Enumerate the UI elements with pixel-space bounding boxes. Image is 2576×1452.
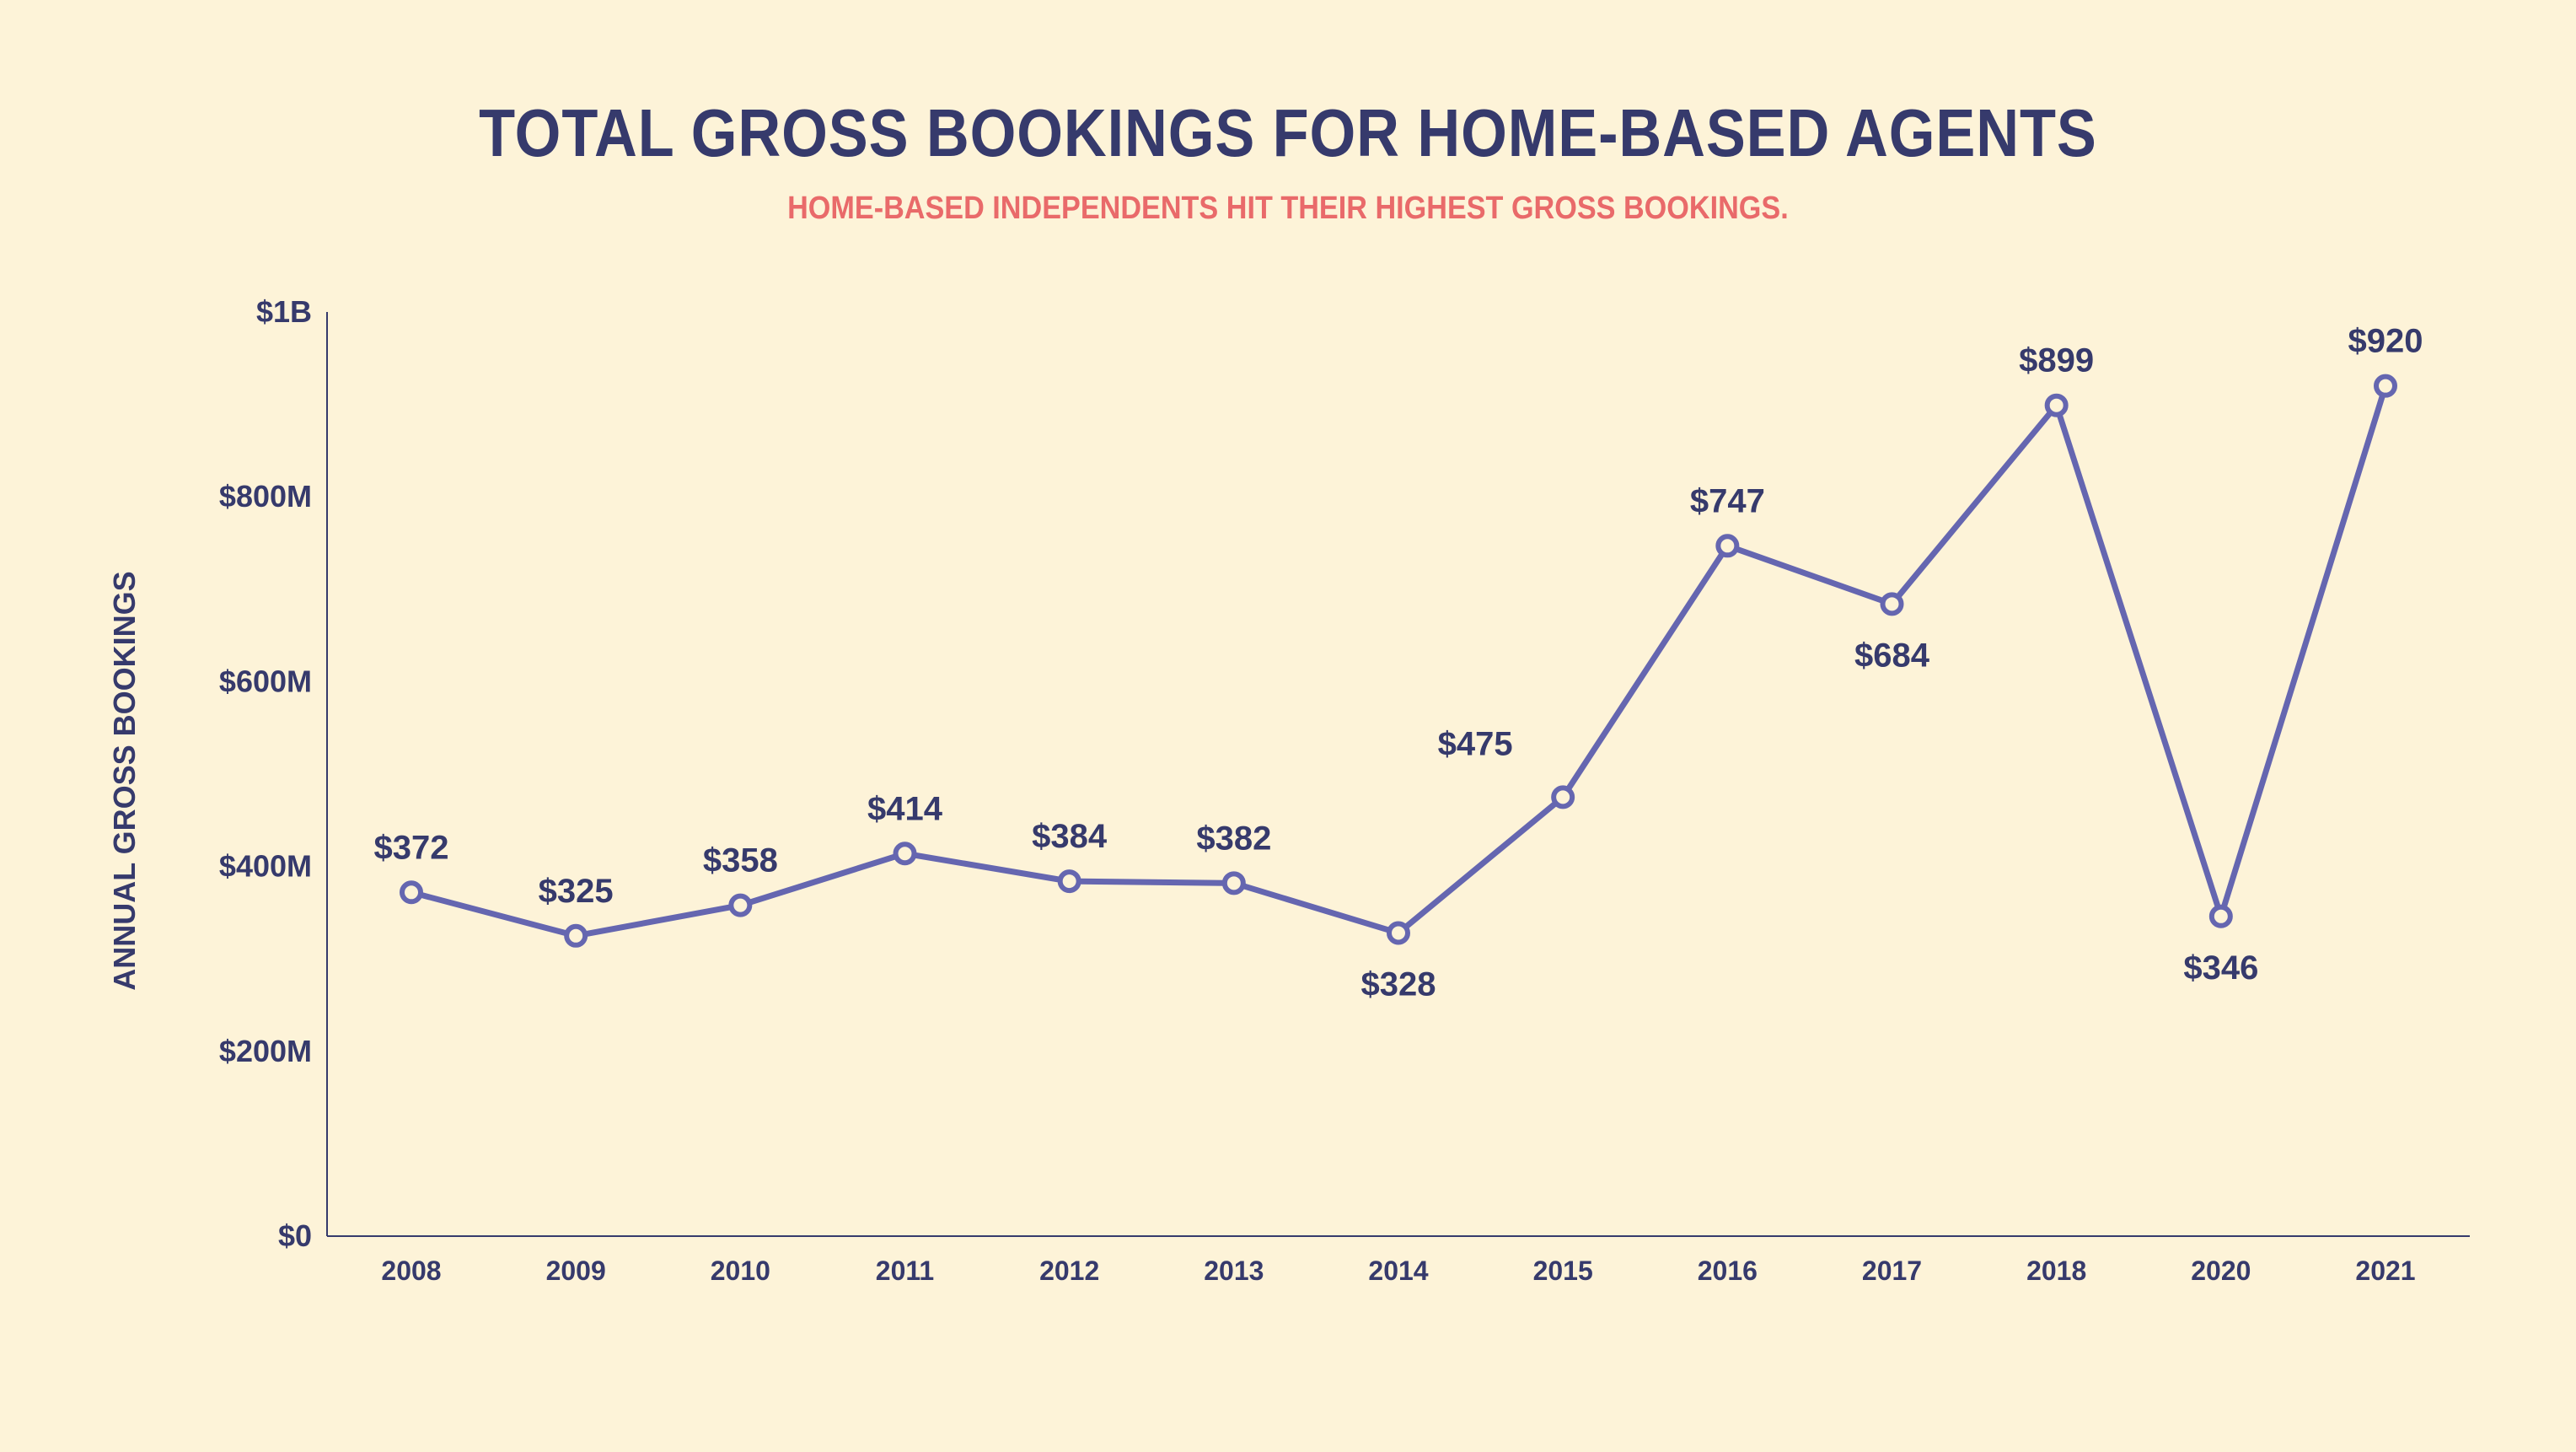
y-tick-label: $600M: [219, 664, 312, 698]
x-tick-label: 2016: [1698, 1256, 1758, 1286]
data-label: $384: [1032, 818, 1108, 855]
data-point: [1057, 869, 1081, 894]
x-tick-label: 2010: [711, 1256, 770, 1286]
y-tick-label: $800M: [219, 479, 312, 514]
data-point: [1715, 534, 1740, 558]
data-label: $382: [1196, 820, 1271, 857]
y-tick-label: $0: [278, 1218, 312, 1253]
data-label: $747: [1690, 482, 1765, 519]
data-label: $325: [539, 873, 614, 910]
x-tick-label: 2009: [546, 1256, 606, 1286]
x-tick-label: 2018: [2026, 1256, 2086, 1286]
data-label: $684: [1854, 637, 1930, 674]
data-point: [893, 842, 917, 866]
y-axis-ticks: $0 $200M $400M $600M $800M $1B: [219, 294, 312, 1253]
data-point: [400, 880, 423, 905]
chart-title: TOTAL GROSS BOOKINGS FOR HOME-BASED AGEN…: [479, 95, 2097, 170]
data-label: $372: [374, 829, 449, 866]
chart-subtitle: HOME-BASED INDEPENDENTS HIT THEIR HIGHES…: [787, 191, 1789, 226]
y-tick-label: $400M: [219, 849, 312, 884]
x-tick-label: 2015: [1533, 1256, 1593, 1286]
x-tick-label: 2014: [1368, 1256, 1428, 1286]
data-label: $920: [2348, 323, 2423, 360]
data-label: $414: [867, 790, 943, 827]
x-tick-label: 2017: [1862, 1256, 1922, 1286]
x-tick-label: 2012: [1039, 1256, 1099, 1286]
y-axis-label: ANNUAL GROSS BOOKINGS: [107, 571, 142, 990]
data-label: $899: [2019, 342, 2094, 379]
data-point: [1387, 921, 1410, 945]
data-point: [2208, 904, 2233, 928]
data-point: [1880, 592, 1904, 616]
x-tick-label: 2020: [2191, 1256, 2251, 1286]
data-label: $358: [703, 842, 778, 879]
data-point: [564, 923, 588, 948]
data-point: [2044, 393, 2069, 417]
data-point: [1221, 871, 1246, 895]
x-axis-ticks: 2008 2009 2010 2011 2012 2013 2014 2015 2016 2017…: [381, 1256, 2415, 1286]
data-point: [2374, 374, 2397, 398]
x-tick-label: 2013: [1204, 1256, 1264, 1286]
y-tick-label: $1B: [256, 294, 312, 329]
data-point: [1551, 785, 1575, 809]
data-label: $346: [2183, 949, 2258, 987]
x-tick-label: 2021: [2355, 1256, 2415, 1286]
data-label: $475: [1438, 725, 1513, 762]
data-points: [400, 374, 2397, 948]
x-tick-label: 2011: [876, 1256, 934, 1286]
data-label: $328: [1361, 966, 1436, 1003]
data-labels: $372 $325 $358 $414 $384 $382 $328 $475 $747 $684…: [374, 323, 2423, 1003]
y-tick-label: $200M: [219, 1034, 312, 1068]
data-point: [728, 893, 753, 917]
x-tick-label: 2008: [381, 1256, 441, 1286]
